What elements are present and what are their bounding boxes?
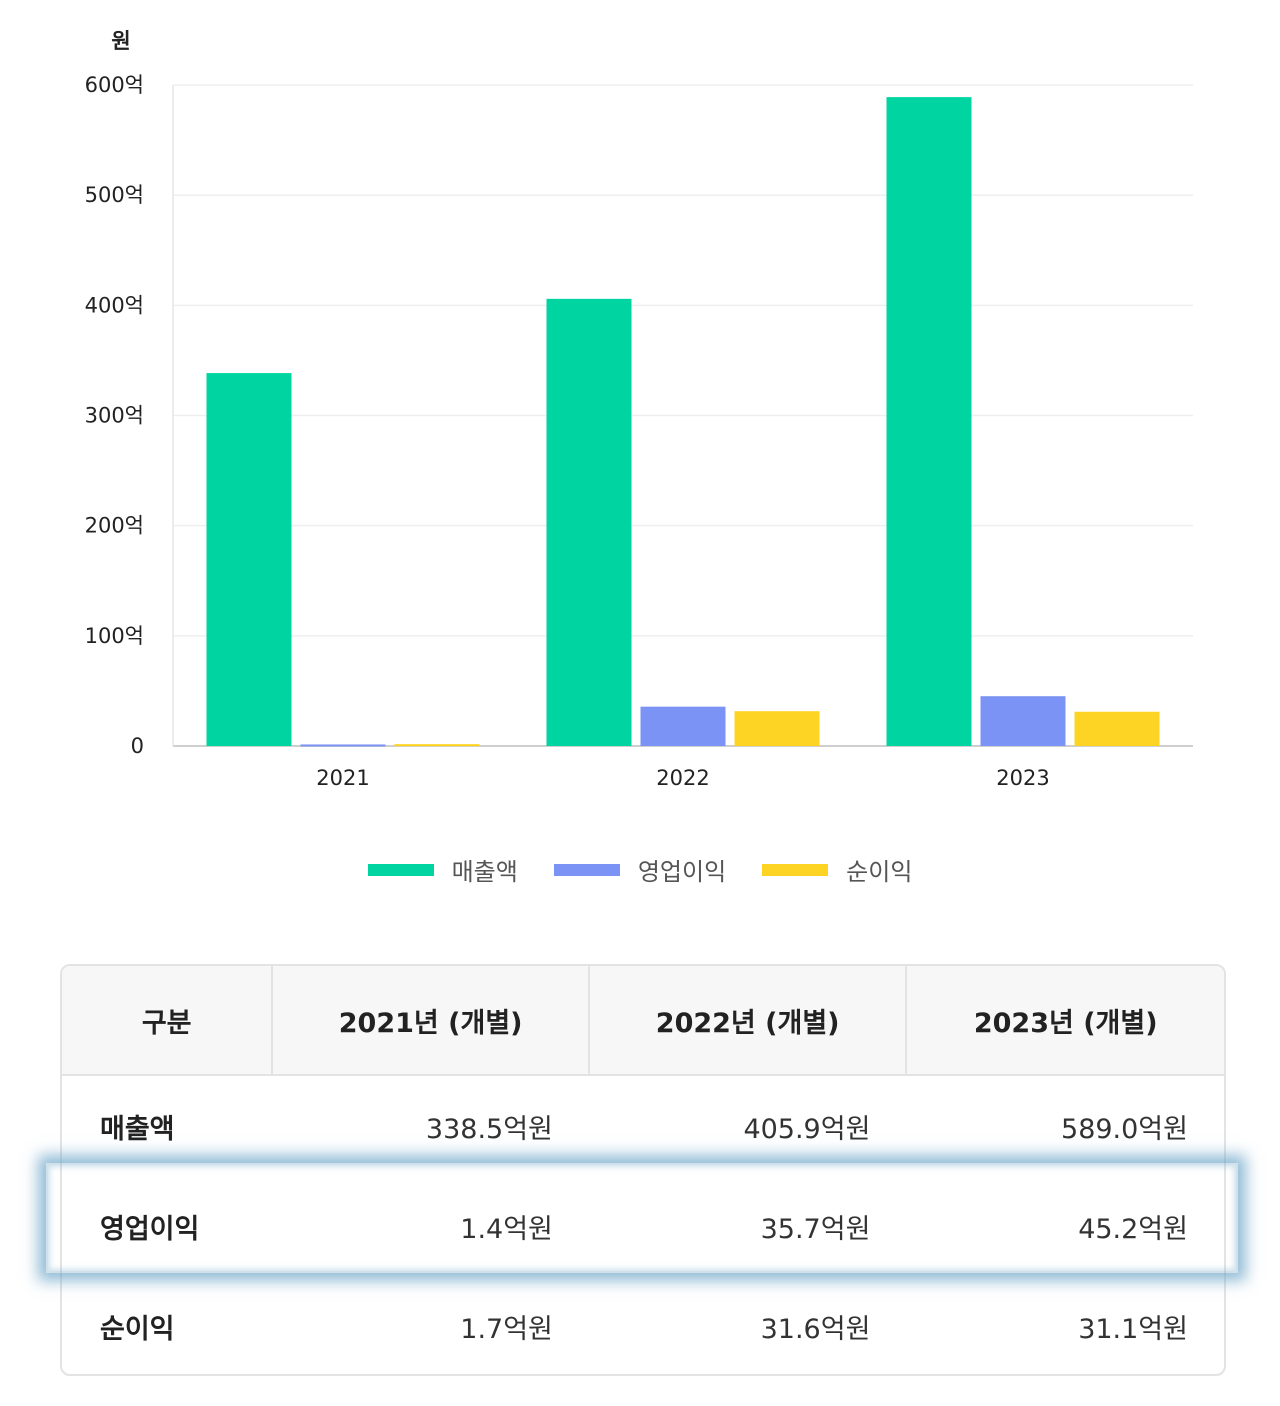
chart-legend: 매출액 영업이익 순이익 [0, 852, 1280, 887]
legend-label: 매출액 [451, 858, 518, 886]
table-row-revenue: 매출액 338.5억원 405.9억원 589.0억원 [62, 1075, 1224, 1176]
table-cell: 31.6억원 [760, 1313, 871, 1345]
table-cell: 45.2억원 [1078, 1213, 1188, 1245]
table-cell: 31.1억원 [1078, 1313, 1188, 1345]
bar-2022-2 [734, 711, 820, 746]
bar-2022-1 [640, 706, 726, 746]
y-tick-label: 500억 [85, 183, 144, 207]
grid-lines [172, 84, 1193, 747]
x-category-label: 2022 [656, 766, 709, 790]
legend-item[interactable]: 매출액 [367, 852, 518, 887]
legend-swatch [367, 863, 434, 876]
header-2023: 2023년 (개별) [906, 966, 1224, 1076]
legend-item[interactable]: 순이익 [762, 852, 912, 887]
x-category-label: 2023 [996, 766, 1049, 790]
bar-2021-2 [394, 744, 480, 747]
x-axis-categories: 2021 2022 2023 [316, 766, 1049, 790]
x-category-label: 2021 [316, 766, 369, 790]
bar-2023-0 [886, 97, 972, 746]
y-tick-label: 0 [131, 734, 144, 758]
y-tick-label: 100억 [85, 624, 144, 648]
table-cell: 1.4억원 [460, 1213, 553, 1245]
row-label: 매출액 [100, 1113, 175, 1145]
table-cell: 405.9억원 [743, 1113, 871, 1145]
financial-table: 구분 2021년 (개별) 2022년 (개별) 2023년 (개별) 매출액 … [60, 964, 1226, 1376]
revenue-profit-bar-chart: 0 100억 200억 300억 400억 500억 600억 2021 2022 2023 원 [85, 29, 1193, 790]
table-cell: 35.7억원 [760, 1213, 871, 1245]
bar-2021-1 [300, 744, 386, 747]
bar-2023-1 [980, 696, 1066, 746]
table-cell: 1.7억원 [460, 1313, 553, 1345]
header-category: 구분 [62, 966, 274, 1076]
legend-swatch [553, 863, 620, 876]
bars [206, 97, 1160, 747]
header-2021: 2021년 (개별) [272, 966, 590, 1076]
row-label: 순이익 [100, 1313, 175, 1345]
bar-2022-0 [546, 298, 632, 746]
bar-2021-0 [206, 373, 292, 746]
legend-label: 영업이익 [637, 858, 727, 886]
header-2022: 2022년 (개별) [588, 966, 908, 1076]
y-tick-label: 400억 [85, 293, 144, 317]
table-row-net-profit: 순이익 1.7억원 31.6억원 31.1억원 [62, 1276, 1224, 1374]
y-tick-label: 600억 [85, 73, 144, 97]
bar-2023-2 [1074, 711, 1160, 746]
table-cell: 589.0억원 [1061, 1113, 1188, 1145]
y-axis-unit-label: 원 [111, 29, 130, 53]
row-label: 영업이익 [100, 1213, 200, 1245]
legend-swatch [762, 863, 829, 876]
y-tick-label: 200억 [85, 514, 144, 538]
y-tick-label: 300억 [85, 404, 144, 428]
table-header-row: 구분 2021년 (개별) 2022년 (개별) 2023년 (개별) [62, 966, 1224, 1076]
y-axis-ticks: 0 100억 200억 300억 400억 500억 600억 [85, 73, 144, 758]
table-row-operating-profit: 영업이익 1.4억원 35.7억원 45.2억원 [62, 1176, 1224, 1276]
legend-label: 순이익 [846, 858, 913, 886]
legend-item[interactable]: 영업이익 [553, 852, 727, 887]
table-cell: 338.5억원 [425, 1113, 553, 1145]
